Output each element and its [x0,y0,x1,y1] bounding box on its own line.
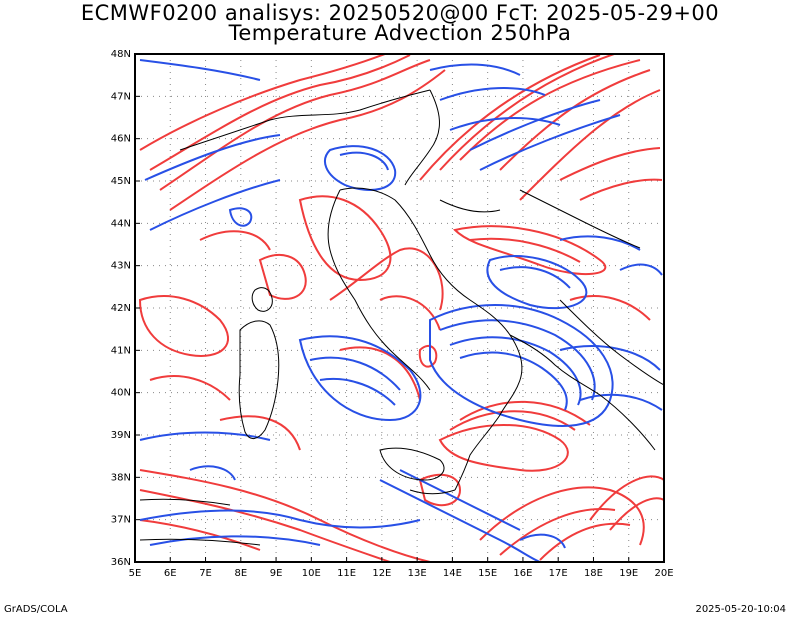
lon-tick-label: 16E [513,568,532,579]
lon-tick-label: 18E [584,568,603,579]
lon-tick-label: 14E [443,568,462,579]
lat-tick-label: 42N [111,303,131,314]
lat-tick-label: 39N [111,430,131,441]
contour-field [138,54,664,562]
lat-tick-label: 46N [111,134,131,145]
lat-tick-label: 36N [111,557,131,568]
lat-tick-label: 43N [111,261,131,272]
lat-tick-label: 45N [111,176,131,187]
lat-tick-label: 47N [111,91,131,102]
lon-tick-label: 6E [164,568,177,579]
lon-tick-label: 17E [549,568,568,579]
lon-tick-label: 7E [199,568,212,579]
lat-tick-label: 40N [111,388,131,399]
latitude-axis: 36N 37N 38N 39N 40N 41N 42N 43N 44N 45N 46N 47N 48N [111,49,140,568]
longitude-axis: 5E 6E 7E 8E 9E 10E 11E 12E 13E 14E 15E 16E 17E 18E 19E… [129,557,674,579]
footer-timestamp: 2025-05-20-10:04 [695,604,786,615]
lat-tick-label: 38N [111,472,131,483]
coastlines [139,89,664,546]
lon-tick-label: 15E [478,568,497,579]
lon-tick-label: 20E [654,568,673,579]
lat-tick-label: 48N [111,49,131,60]
warm-advection-contours [138,54,664,562]
lon-tick-label: 9E [270,568,283,579]
lon-tick-label: 5E [129,568,142,579]
footer-credit: GrADS/COLA [4,604,68,615]
map-subtitle: Temperature Advection 250hPa [228,21,572,45]
lat-tick-label: 44N [111,218,131,229]
lon-tick-label: 11E [337,568,356,579]
lon-tick-label: 13E [408,568,427,579]
lon-tick-label: 19E [619,568,638,579]
lat-tick-label: 41N [111,345,131,356]
cold-advection-contours [139,59,663,562]
lon-tick-label: 8E [234,568,247,579]
lat-tick-label: 37N [111,515,131,526]
map-title: ECMWF0200 analisys: 20250520@00 FcT: 202… [80,1,720,25]
lon-tick-label: 10E [302,568,321,579]
lon-tick-label: 12E [372,568,391,579]
grid-lines [135,54,664,562]
